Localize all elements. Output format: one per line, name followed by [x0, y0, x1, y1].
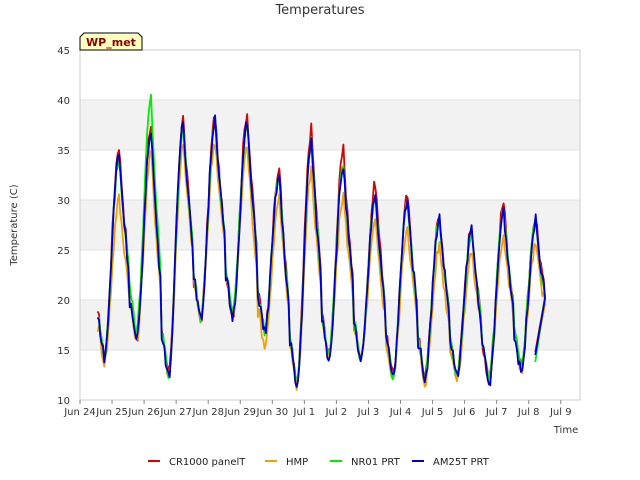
legend-label: AM25T PRT	[433, 457, 490, 468]
station-badge: WP_met	[79, 32, 143, 51]
series-line-4	[96, 114, 546, 388]
x-tick-label: Jun 27	[159, 407, 192, 418]
background-band	[80, 200, 580, 250]
y-tick-label: 20	[57, 296, 70, 307]
x-tick-label: Jul 4	[389, 407, 412, 418]
y-tick-label: 25	[57, 246, 70, 257]
background-band	[80, 100, 580, 150]
x-axis-ticks: Jun 24 Jun 25 Jun 26 Jun 27 Jun 28 Jun 29 Jun …	[63, 400, 572, 418]
y-tick-label: 30	[57, 196, 70, 207]
x-tick-label: Jul 7	[485, 407, 508, 418]
x-tick-label: Jul 5	[421, 407, 444, 418]
y-axis-title: Temperature (C)	[9, 184, 20, 266]
x-tick-label: Jul 3	[357, 407, 380, 418]
y-axis-ticks: 10 15 20 25 30 35 40 45	[57, 46, 70, 407]
y-tick-label: 45	[57, 46, 70, 57]
legend: CR1000 panelT HMP NR01 PRT AM25T PRT	[148, 457, 490, 468]
x-tick-label: Jul 8	[517, 407, 540, 418]
series-layer	[96, 93, 546, 391]
legend-label: NR01 PRT	[351, 457, 401, 468]
y-tick-label: 10	[57, 396, 70, 407]
chart-title: Temperatures	[274, 3, 364, 18]
x-tick-label: Jul 9	[549, 407, 572, 418]
x-tick-label: Jul 1	[293, 407, 316, 418]
badge-shape	[79, 32, 143, 51]
x-axis-title: Time	[553, 425, 578, 436]
x-tick-label: Jun 30	[256, 407, 289, 418]
plot-frame	[79, 49, 581, 401]
x-tick-label: Jun 26	[127, 407, 160, 418]
legend-label: HMP	[286, 457, 308, 468]
y-tick-label: 15	[57, 346, 70, 357]
x-tick-label: Jul 6	[453, 407, 476, 418]
badge-label: WP_met	[86, 36, 136, 49]
x-tick-label: Jun 29	[223, 407, 256, 418]
x-tick-label: Jun 28	[191, 407, 224, 418]
legend-label: CR1000 panelT	[169, 457, 246, 468]
x-tick-label: Jul 2	[325, 407, 348, 418]
y-tick-label: 40	[57, 96, 70, 107]
x-tick-label: Jun 25	[95, 407, 128, 418]
y-tick-label: 35	[57, 146, 70, 157]
x-tick-label: Jun 24	[63, 407, 96, 418]
